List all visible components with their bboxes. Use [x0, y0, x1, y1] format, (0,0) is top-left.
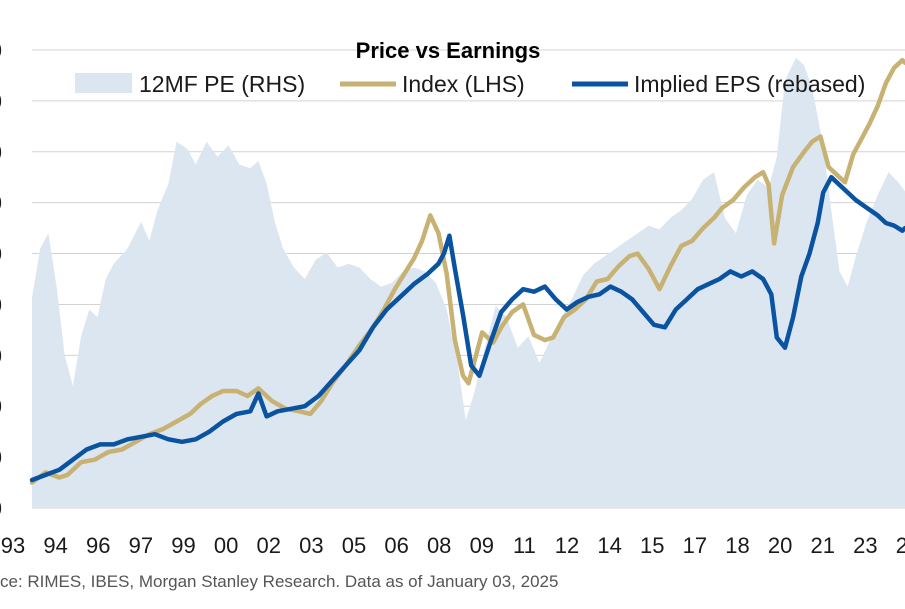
x-tick-label: 23 — [853, 533, 877, 558]
x-tick-label: 15 — [640, 533, 664, 558]
y-tick-label: 0 — [0, 191, 2, 216]
eps-line — [29, 174, 905, 483]
x-tick-label: 96 — [86, 533, 110, 558]
x-tick-label: 09 — [470, 533, 494, 558]
legend-label-eps: Implied EPS (rebased) — [634, 71, 865, 97]
legend: 12MF PE (RHS) Index (LHS) Implied EPS (r… — [75, 71, 865, 97]
x-tick-label: 99 — [171, 533, 195, 558]
x-tick-label: 24 — [896, 533, 905, 558]
pe-area — [32, 57, 905, 508]
x-tick-label: 02 — [256, 533, 280, 558]
x-tick-label: 08 — [427, 533, 451, 558]
y-tick-label: 0 — [0, 394, 2, 419]
x-tick-label: 94 — [43, 533, 67, 558]
x-tick-label: 05 — [342, 533, 366, 558]
index-line — [29, 57, 905, 485]
y-tick-label: 0 — [0, 140, 2, 165]
x-tick-label: 03 — [299, 533, 323, 558]
x-tick-label: 20 — [768, 533, 792, 558]
x-tick-label: 21 — [811, 533, 835, 558]
pe-area-layer — [32, 57, 905, 508]
y-tick-label: 0 — [0, 343, 2, 368]
x-tick-label: 06 — [384, 533, 408, 558]
y-tick-label: 0 — [0, 496, 2, 521]
y-tick-label: 0 — [0, 38, 2, 63]
legend-swatch-pe — [75, 73, 132, 93]
x-tick-label: 12 — [555, 533, 579, 558]
x-tick-label: 18 — [725, 533, 749, 558]
x-tick-label: 97 — [129, 533, 153, 558]
x-tick-labels: 93 94 96 97 99 00 02 03 05 06 08 09 11 12 14 15 17 18 20 21… — [1, 533, 905, 558]
x-tick-label: 14 — [597, 533, 621, 558]
source-note: ce: RIMES, IBES, Morgan Stanley Research… — [0, 572, 559, 591]
legend-label-index: Index (LHS) — [402, 71, 525, 97]
x-tick-label: 17 — [683, 533, 707, 558]
y-tick-label: 0 — [0, 292, 2, 317]
x-tick-label: 93 — [1, 533, 25, 558]
chart-title: Price vs Earnings — [356, 38, 541, 63]
y-tick-label: 0 — [0, 89, 2, 114]
y-tick-labels: 0 0 0 0 0 0 0 0 0 0 — [0, 38, 2, 521]
lines-layer — [29, 57, 905, 485]
legend-label-pe: 12MF PE (RHS) — [139, 71, 305, 97]
x-tick-label: 00 — [214, 533, 238, 558]
x-tick-label: 11 — [513, 533, 536, 558]
y-tick-label: 0 — [0, 242, 2, 267]
y-tick-label: 0 — [0, 445, 2, 470]
